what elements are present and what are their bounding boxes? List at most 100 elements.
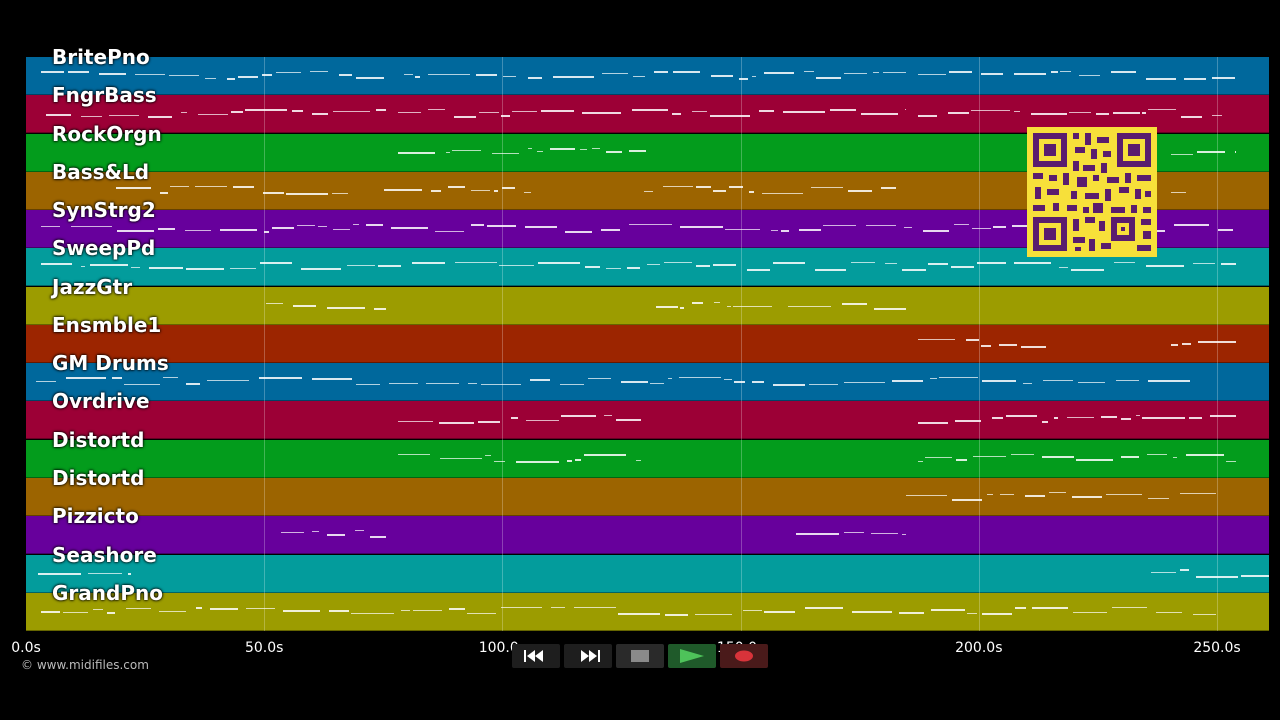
time-tick-label: 200.0s	[955, 640, 1003, 656]
note	[966, 338, 979, 341]
note	[923, 230, 949, 233]
note	[1006, 415, 1037, 418]
note	[904, 227, 912, 229]
note	[170, 185, 189, 187]
note	[1189, 417, 1202, 420]
note	[318, 226, 327, 228]
rewind-button[interactable]	[512, 644, 560, 668]
note	[873, 72, 879, 73]
note	[524, 191, 531, 193]
note	[207, 380, 249, 382]
note	[353, 224, 359, 226]
note	[842, 302, 867, 305]
note	[629, 149, 646, 152]
track-lane	[26, 439, 1269, 478]
note	[370, 536, 386, 539]
note	[476, 74, 497, 76]
stop-button[interactable]	[616, 644, 664, 668]
note	[575, 458, 581, 461]
note	[692, 301, 703, 304]
note	[1025, 494, 1045, 497]
note	[415, 76, 420, 78]
note	[41, 71, 64, 73]
note	[805, 606, 843, 609]
note	[131, 267, 140, 269]
note	[664, 262, 692, 264]
note	[844, 382, 885, 384]
note	[762, 192, 803, 194]
note	[468, 383, 477, 385]
note	[918, 338, 955, 340]
note	[231, 111, 243, 114]
note	[799, 229, 821, 232]
note	[696, 265, 710, 268]
note	[574, 606, 616, 608]
note	[871, 533, 898, 535]
note	[759, 110, 774, 113]
note	[88, 572, 122, 574]
note	[41, 610, 60, 613]
note	[186, 268, 224, 271]
note	[752, 76, 756, 77]
note	[312, 113, 328, 116]
play-icon	[680, 649, 704, 663]
note	[852, 610, 892, 613]
note	[727, 305, 731, 307]
note	[198, 114, 228, 116]
play-button[interactable]	[668, 644, 716, 668]
track-label: Seashore	[52, 542, 157, 567]
note	[332, 192, 348, 194]
note	[695, 613, 732, 615]
note	[266, 302, 283, 304]
note	[36, 381, 56, 383]
note	[918, 115, 937, 118]
note	[567, 459, 572, 462]
record-button[interactable]	[720, 644, 768, 668]
note	[471, 224, 484, 227]
track-label: Pizzicto	[52, 504, 139, 529]
note	[378, 265, 401, 268]
note	[739, 78, 748, 80]
note	[982, 612, 1012, 615]
note	[601, 229, 620, 232]
note	[749, 190, 754, 193]
note	[930, 378, 937, 380]
note	[169, 75, 199, 76]
note	[1180, 568, 1189, 571]
fast-forward-button[interactable]	[564, 644, 612, 668]
note	[952, 498, 982, 501]
track-lane	[26, 516, 1269, 555]
note	[1112, 606, 1147, 608]
grid-line	[502, 57, 504, 631]
note	[665, 613, 688, 616]
note	[823, 225, 856, 227]
track-label: RockOrgn	[52, 121, 162, 146]
note	[1014, 262, 1051, 265]
note	[1121, 455, 1139, 458]
note	[41, 226, 60, 228]
note	[272, 227, 294, 230]
track-lane	[26, 554, 1269, 593]
note	[1113, 112, 1140, 115]
note	[333, 229, 350, 231]
note	[1171, 191, 1186, 193]
note	[1101, 416, 1117, 419]
note	[781, 230, 789, 233]
note	[205, 78, 216, 79]
qr-code-icon[interactable]	[1027, 127, 1157, 257]
note	[565, 231, 592, 234]
note	[107, 611, 115, 614]
note	[972, 228, 991, 230]
note	[1073, 611, 1107, 613]
note	[883, 72, 906, 73]
note	[454, 116, 476, 119]
note	[478, 421, 500, 424]
note	[449, 607, 465, 610]
grid-line	[740, 57, 742, 631]
note	[796, 533, 839, 536]
note	[126, 607, 151, 609]
note	[977, 262, 1006, 265]
note	[1042, 421, 1048, 424]
note	[616, 419, 641, 422]
note	[788, 305, 831, 307]
